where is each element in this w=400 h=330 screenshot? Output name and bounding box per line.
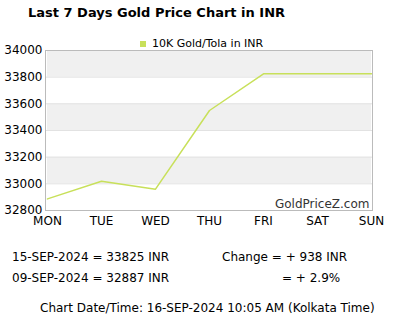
html-text:= + 2.9%: = + 2.9% [282, 271, 341, 285]
svg-text:33000: 33000 [4, 177, 42, 191]
svg-text:MON: MON [33, 214, 62, 228]
html-text:09-SEP-2024 = 32887 INR: 09-SEP-2024 = 32887 INR [12, 271, 170, 285]
svg-text:GoldPriceZ.com: GoldPriceZ.com [275, 197, 370, 211]
svg-text:34000: 34000 [4, 43, 42, 57]
html-text:Change = + 938 INR: Change = + 938 INR [222, 250, 348, 264]
svg-text:SAT: SAT [306, 214, 329, 228]
svg-text:32800: 32800 [4, 203, 43, 218]
html-text:15-SEP-2024 = 33825 INR: 15-SEP-2024 = 33825 INR [12, 250, 170, 264]
svg-text:SUN: SUN [359, 214, 384, 228]
svg-text:WED: WED [141, 214, 170, 228]
html-text:10K Gold/Tola in INR: 10K Gold/Tola in INR [152, 37, 264, 50]
svg-text:33200: 33200 [4, 150, 42, 164]
svg-text:33800: 33800 [4, 70, 42, 84]
svg-text:33400: 33400 [4, 123, 42, 137]
svg-text:FRI: FRI [254, 214, 273, 228]
svg-text:TUE: TUE [89, 214, 114, 228]
svg-text:33600: 33600 [4, 97, 42, 111]
html-text:Last 7 Days Gold Price Chart i: Last 7 Days Gold Price Chart in INR [28, 5, 285, 20]
html-text:Chart Date/Time: 16-SEP-2024 1: Chart Date/Time: 16-SEP-2024 10:05 AM (K… [40, 301, 375, 315]
svg-text:THU: THU [196, 214, 222, 228]
